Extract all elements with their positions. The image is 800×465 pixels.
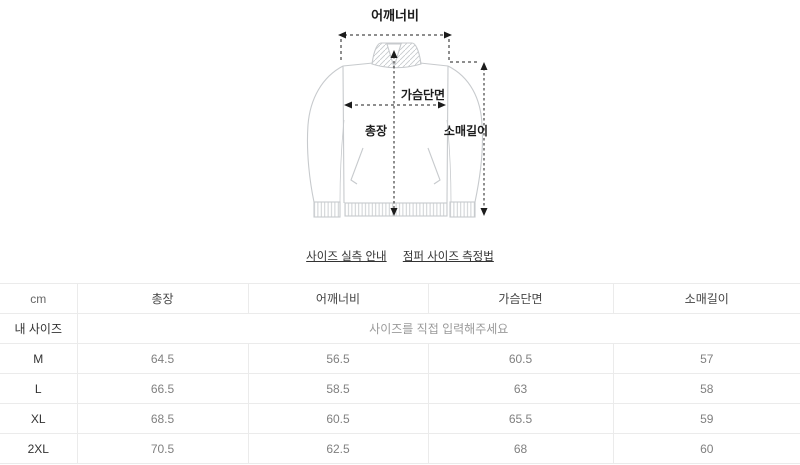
size-value: 60.5 (428, 343, 614, 374)
size-value: 58.5 (248, 373, 429, 404)
shoulder-width-label: 어깨너비 (371, 8, 419, 23)
size-row-m: M 64.5 56.5 60.5 57 (0, 343, 800, 374)
size-value: 59 (613, 403, 800, 434)
size-label: XL (0, 403, 78, 434)
chest-width-measure (344, 101, 446, 109)
size-row-2xl: 2XL 70.5 62.5 68 60 (0, 433, 800, 464)
size-value: 68.5 (77, 403, 249, 434)
my-size-label: 내 사이즈 (0, 313, 78, 344)
size-row-l: L 66.5 58.5 63 58 (0, 373, 800, 404)
size-guide-links: 사이즈 실측 안내 점퍼 사이즈 측정법 (0, 248, 800, 264)
sleeve-length-measure (450, 61, 488, 216)
col-header-total-length: 총장 (77, 283, 249, 314)
size-value: 65.5 (428, 403, 614, 434)
total-length-label: 총장 (365, 123, 387, 138)
right-cuff-ribbing (449, 201, 476, 218)
shoulder-width-measure (338, 31, 452, 60)
col-header-shoulder-width: 어깨너비 (248, 283, 429, 314)
size-value: 70.5 (77, 433, 249, 464)
size-table: cm 총장 어깨너비 가슴단면 소매길이 내 사이즈 사이즈를 직접 입력해주세… (0, 283, 800, 464)
chest-width-label: 가슴단면 (401, 87, 445, 102)
unit-header-cell: cm (0, 283, 78, 314)
total-length-measure (390, 50, 398, 216)
size-label: L (0, 373, 78, 404)
size-table-header-row: cm 총장 어깨너비 가슴단면 소매길이 (0, 283, 800, 314)
size-table-body: 내 사이즈 사이즈를 직접 입력해주세요 M 64.5 56.5 60.5 57 L 66.… (0, 313, 800, 464)
col-header-sleeve-length: 소매길이 (613, 283, 800, 314)
my-size-input[interactable]: 사이즈를 직접 입력해주세요 (77, 313, 800, 344)
size-value: 63 (428, 373, 614, 404)
size-measure-guide-link[interactable]: 사이즈 실측 안내 (306, 251, 387, 263)
jumper-measurement-diagram: 어깨너비 가슴단면 총장 소매길이 (306, 8, 488, 218)
size-row-xl: XL 68.5 60.5 65.5 59 (0, 403, 800, 434)
jumper-measure-guide-link[interactable]: 점퍼 사이즈 측정법 (402, 251, 494, 263)
col-header-chest-width: 가슴단면 (428, 283, 614, 314)
size-label: M (0, 343, 78, 374)
size-value: 68 (428, 433, 614, 464)
size-value: 66.5 (77, 373, 249, 404)
left-pocket (350, 147, 364, 185)
size-value: 58 (613, 373, 800, 404)
my-size-row: 내 사이즈 사이즈를 직접 입력해주세요 (0, 313, 800, 344)
size-value: 62.5 (248, 433, 429, 464)
left-cuff-ribbing (313, 201, 341, 218)
size-value: 60.5 (248, 403, 429, 434)
right-pocket (427, 147, 441, 185)
size-value: 60 (613, 433, 800, 464)
size-value: 64.5 (77, 343, 249, 374)
sleeve-length-label: 소매길이 (444, 123, 488, 138)
size-label: 2XL (0, 433, 78, 464)
jacket-drawing (306, 42, 483, 218)
size-value: 57 (613, 343, 800, 374)
size-value: 56.5 (248, 343, 429, 374)
